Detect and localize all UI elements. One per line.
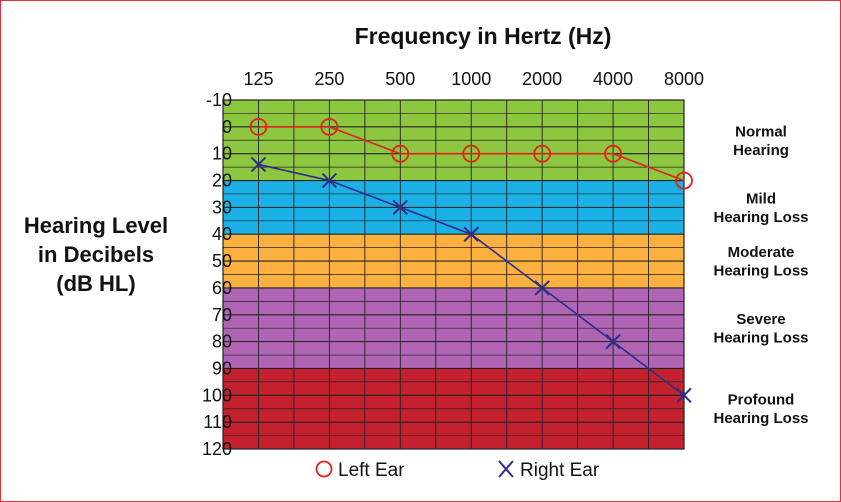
x-stroke [250, 156, 267, 173]
y-axis-title-line: Hearing Level [24, 213, 168, 238]
right-ear-point [676, 387, 692, 404]
left-ear-point [604, 144, 622, 163]
x-stroke [321, 172, 338, 189]
y-axis-title-line: in Decibels [38, 242, 154, 267]
y-axis-title-text: Hearing Level in Decibels (dB HL) [24, 213, 168, 296]
band-label-line: Profound [728, 392, 795, 409]
y-tick-label: 40 [212, 224, 232, 244]
chart-title: Frequency in Hertz (Hz) [355, 23, 612, 49]
band-label-line: Hearing Loss [713, 263, 808, 280]
y-tick-label: 10 [212, 144, 232, 164]
y-tick-label: 30 [212, 197, 232, 217]
x-stroke [392, 199, 409, 216]
y-tick-label: 120 [202, 439, 232, 459]
band-label-line: Hearing Loss [713, 330, 808, 347]
left-ear-point [533, 144, 552, 163]
band-label-line: Hearing Loss [713, 209, 808, 226]
x-tick-label: 250 [314, 69, 344, 89]
x-tick-label: 1000 [451, 69, 491, 89]
x-tick-label: 8000 [664, 69, 704, 89]
left-ear-point [391, 144, 410, 163]
band-label-line: Moderate [728, 244, 795, 261]
x-tick-label: 2000 [522, 69, 562, 89]
band-label-line: Normal [735, 123, 787, 140]
x-tick-label: 125 [243, 69, 273, 89]
x-tick-label: 4000 [593, 69, 633, 89]
x-stroke [463, 226, 479, 242]
grid-lines [222, 99, 685, 450]
y-tick-label: 110 [203, 412, 232, 432]
y-tick-label: 0 [222, 117, 232, 137]
x-stroke [676, 387, 692, 404]
plot-border [222, 99, 685, 450]
chart-labels: Normal Hearing Mild Hearing Loss Moderate Hea… [202, 69, 809, 459]
y-tick-label: -10 [206, 90, 232, 110]
legend-left-ear-label: Left Ear [338, 460, 405, 481]
band-label-2: Mild Hearing Loss [713, 190, 808, 226]
band-label-3: Moderate Hearing Loss [713, 244, 808, 280]
legend: Left Ear Right Ear [315, 460, 600, 481]
y-tick-label: 90 [212, 358, 232, 378]
x-tick-label: 500 [385, 69, 415, 89]
left-ear-point [320, 117, 339, 136]
x-stroke [534, 280, 550, 296]
band-label-5: Profound Hearing Loss [713, 392, 808, 428]
y-tick-label: 20 [212, 171, 232, 191]
band-label-line: Mild [746, 190, 776, 207]
left-ear-point [675, 171, 693, 190]
y-tick-label: 100 [202, 385, 232, 405]
right-ear-point [463, 226, 479, 242]
band-label-line: Hearing Loss [713, 410, 808, 427]
data-series [249, 117, 693, 404]
legend-right-ear-marker [498, 460, 514, 478]
series-line-left-ear [258, 126, 685, 182]
band-label-4: Severe Hearing Loss [713, 311, 808, 347]
band-label-line: Severe [736, 311, 785, 328]
right-ear-point [534, 280, 550, 296]
band-label-line: Hearing [733, 142, 789, 159]
y-axis-title-line: (dB HL) [56, 271, 135, 296]
y-axis-title: Hearing Level in Decibels (dB HL) [24, 213, 168, 296]
x-stroke [605, 333, 621, 350]
y-tick-label: 70 [212, 305, 232, 325]
left-ear-point [462, 144, 481, 163]
right-ear-point [392, 199, 409, 216]
y-tick-label: 60 [212, 278, 232, 298]
right-ear-point [321, 172, 338, 189]
right-ear-point [250, 156, 267, 173]
legend-left-ear-marker [315, 460, 333, 478]
left-ear-point [249, 117, 268, 136]
y-tick-label: 50 [212, 251, 232, 271]
y-tick-label: 80 [212, 332, 232, 352]
band-label-1: Normal Hearing [733, 123, 789, 159]
right-ear-point [605, 333, 621, 350]
legend-right-ear-label: Right Ear [520, 460, 600, 481]
